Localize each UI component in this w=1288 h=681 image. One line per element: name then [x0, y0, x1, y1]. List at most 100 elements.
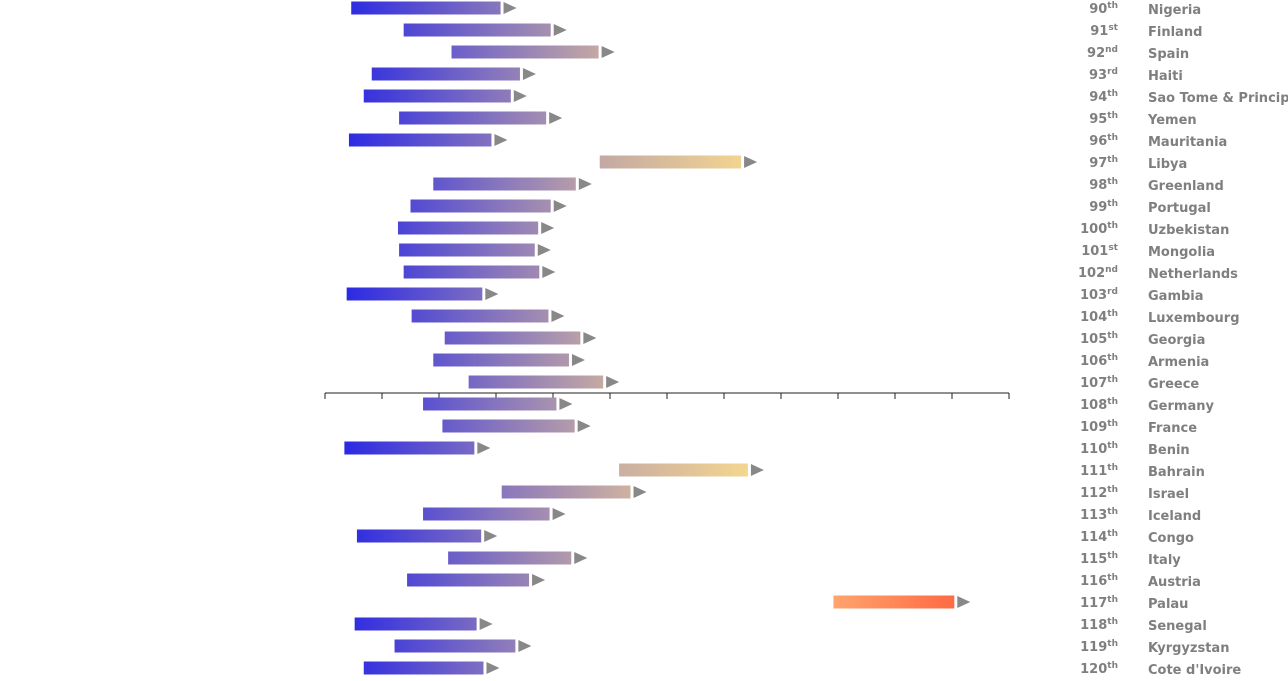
rank-suffix: th: [1107, 133, 1118, 143]
rank-suffix: th: [1107, 199, 1118, 209]
rank-label: 106th: [1080, 353, 1118, 369]
rank-number: 98: [1089, 178, 1107, 193]
rank-suffix: th: [1107, 639, 1118, 649]
rank-number: 108: [1080, 398, 1107, 413]
arrow-head: [633, 486, 647, 498]
x-axis: [324, 392, 1010, 399]
rank-number: 110: [1080, 442, 1107, 457]
arrow-head: [503, 2, 517, 14]
country-label: Luxembourg: [1148, 311, 1240, 326]
rank-suffix: th: [1107, 529, 1118, 539]
range-bar: [371, 67, 520, 81]
rank-number: 103: [1080, 288, 1107, 303]
country-label: Austria: [1148, 575, 1201, 590]
range-bar: [356, 529, 482, 543]
range-bar: [433, 177, 576, 191]
range-bar: [399, 111, 547, 125]
rank-suffix: nd: [1105, 45, 1118, 55]
country-label: Greece: [1148, 377, 1199, 392]
bar-row: [394, 639, 532, 653]
rank-suffix: th: [1107, 441, 1118, 451]
bar-row: [407, 573, 546, 587]
bar-row: [448, 551, 588, 565]
arrow-head: [744, 156, 758, 168]
arrow-head: [574, 552, 588, 564]
rank-number: 104: [1080, 310, 1107, 325]
rank-number: 97: [1089, 156, 1107, 171]
rank-label: 95th: [1089, 111, 1118, 127]
range-bar: [344, 441, 475, 455]
rank-number: 119: [1080, 640, 1107, 655]
rank-number: 109: [1080, 420, 1107, 435]
bar-row: [363, 661, 500, 675]
arrow-head: [477, 442, 491, 454]
country-label: Uzbekistan: [1148, 223, 1229, 238]
bar-row: [351, 1, 517, 15]
arrow-head: [485, 288, 499, 300]
rank-label: 99th: [1089, 199, 1118, 215]
rank-number: 99: [1089, 200, 1107, 215]
rank-label: 119th: [1080, 639, 1118, 655]
rank-suffix: th: [1107, 661, 1118, 671]
country-label: Israel: [1148, 487, 1189, 502]
rank-number: 120: [1080, 662, 1107, 677]
rank-suffix: th: [1107, 111, 1118, 121]
arrow-head: [486, 662, 500, 674]
rank-label: 120th: [1080, 661, 1118, 677]
country-label: Armenia: [1148, 355, 1209, 370]
country-label: Yemen: [1147, 113, 1197, 128]
arrow-head: [601, 46, 615, 58]
rank-suffix: th: [1107, 573, 1118, 583]
arrow-head: [606, 376, 620, 388]
country-label: Benin: [1148, 443, 1190, 458]
rank-suffix: th: [1107, 617, 1118, 627]
rank-suffix: th: [1107, 155, 1118, 165]
bar-row: [833, 595, 971, 609]
range-bar: [403, 265, 540, 279]
rank-label: 93rd: [1089, 67, 1118, 83]
country-label: Greenland: [1148, 179, 1224, 194]
country-label: Mauritania: [1148, 135, 1227, 150]
rank-number: 114: [1080, 530, 1107, 545]
range-bar: [411, 309, 549, 323]
arrow-head: [553, 24, 567, 36]
rank-suffix: rd: [1107, 287, 1118, 297]
rank-number: 105: [1080, 332, 1107, 347]
range-bar: [444, 331, 581, 345]
bar-row: [410, 199, 567, 213]
country-label: Senegal: [1148, 619, 1207, 634]
rank-suffix: th: [1107, 463, 1118, 473]
bar-row: [399, 243, 551, 257]
arrow-head: [518, 640, 532, 652]
range-bar: [619, 463, 748, 477]
bar-row: [451, 45, 615, 59]
rank-suffix: th: [1107, 419, 1118, 429]
rank-label: 108th: [1080, 397, 1118, 413]
arrow-head: [577, 420, 591, 432]
country-label: Gambia: [1148, 289, 1204, 304]
rank-label: 100th: [1080, 221, 1118, 237]
range-bar: [433, 353, 569, 367]
rank-suffix: rd: [1107, 67, 1118, 77]
rank-label: 105th: [1080, 331, 1118, 347]
arrow-head: [541, 222, 555, 234]
bar-row: [423, 507, 566, 521]
rank-suffix: th: [1107, 309, 1118, 319]
rank-suffix: st: [1108, 23, 1118, 33]
rank-number: 93: [1089, 68, 1107, 83]
country-label: Sao Tome & Principe: [1148, 91, 1288, 106]
rank-number: 107: [1080, 376, 1107, 391]
bar-row: [344, 441, 491, 455]
country-label: Cote d'Ivoire: [1148, 663, 1241, 678]
range-bar: [423, 507, 550, 521]
rank-suffix: th: [1107, 331, 1118, 341]
arrow-head: [750, 464, 764, 476]
bar-row: [619, 463, 764, 477]
bar-row: [468, 375, 620, 389]
range-bar: [407, 573, 530, 587]
arrow-head: [513, 90, 527, 102]
bar-row: [411, 309, 565, 323]
rank-label: 114th: [1080, 529, 1118, 545]
bar-row: [599, 155, 758, 169]
